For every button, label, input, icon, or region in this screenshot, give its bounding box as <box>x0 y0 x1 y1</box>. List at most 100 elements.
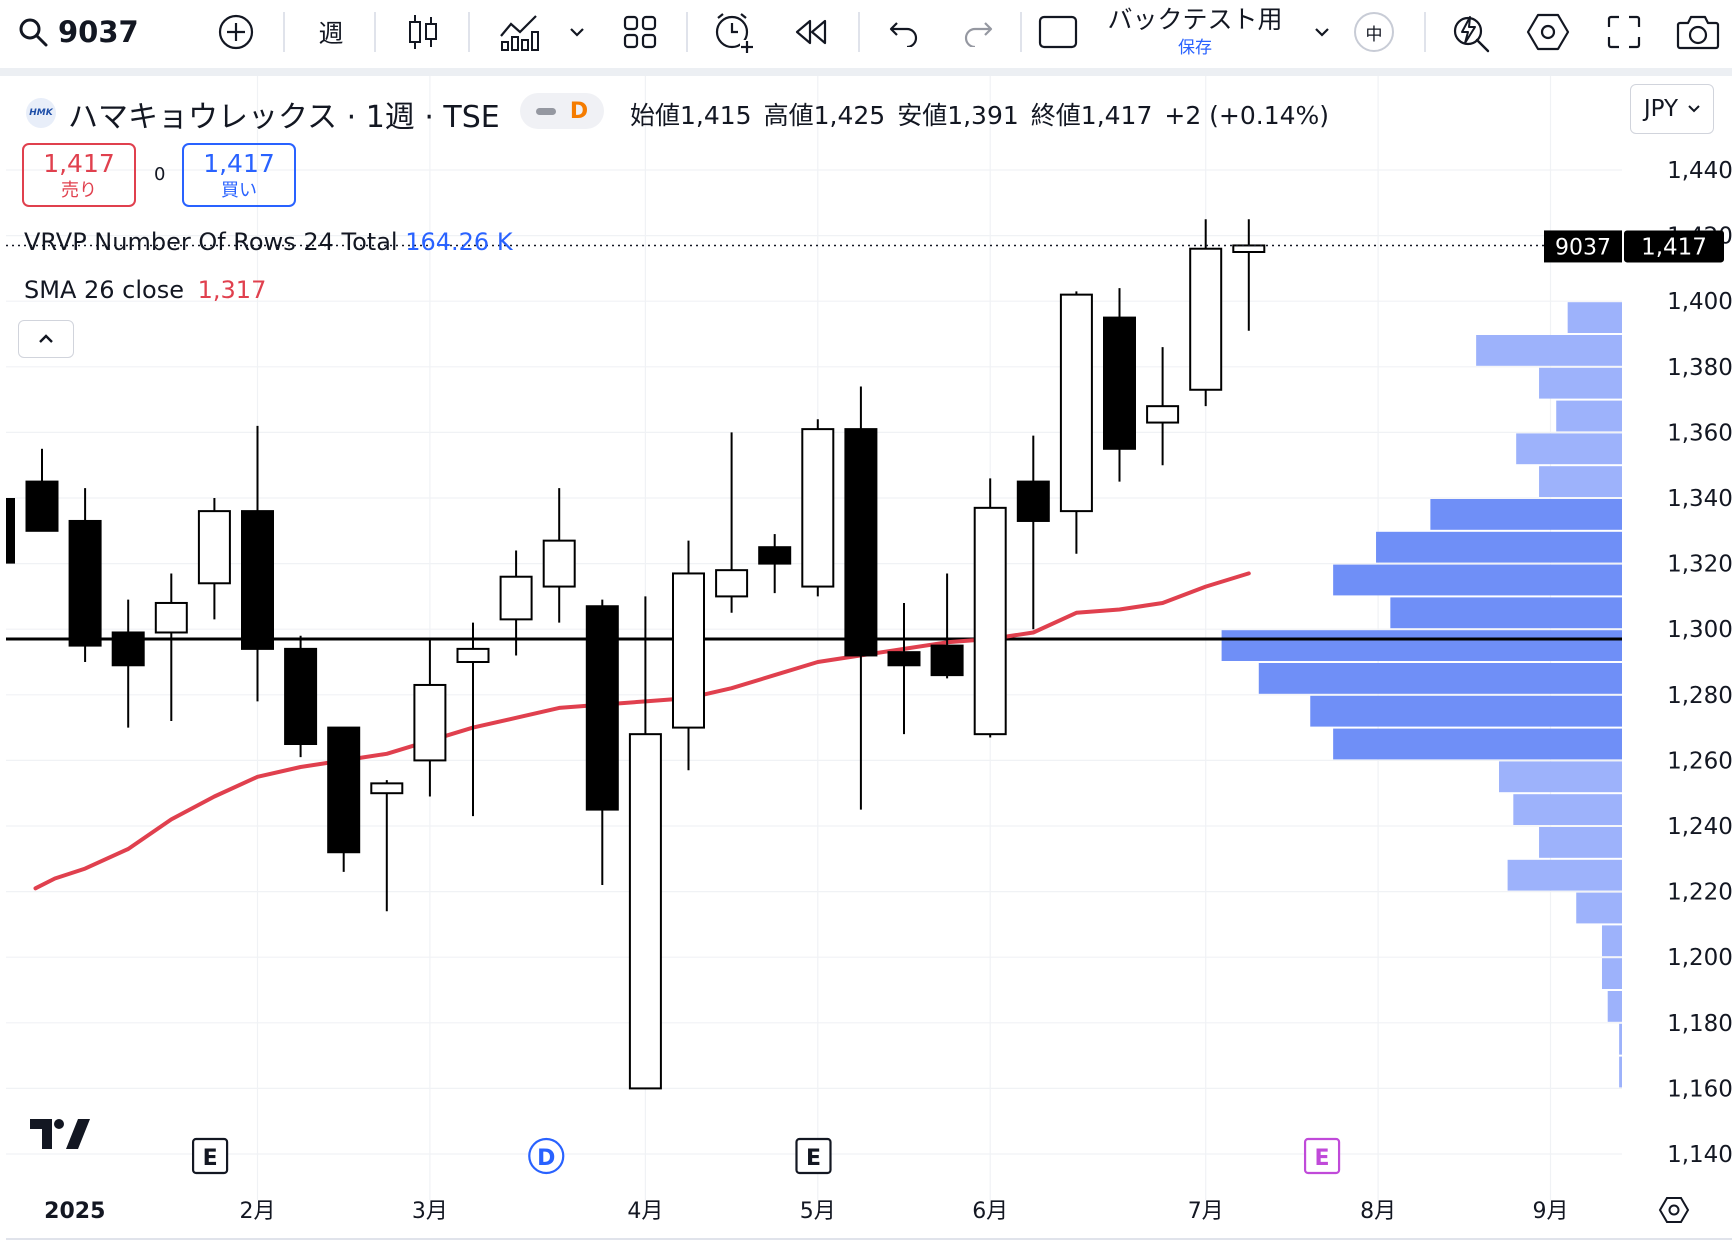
volume-profile-row <box>1258 663 1622 694</box>
symbol-logo-text: HMK <box>29 108 53 118</box>
symbol-logo: HMK <box>26 98 56 128</box>
delay-badge-label: D <box>569 98 589 124</box>
quick-search-button[interactable] <box>1448 0 1494 64</box>
time-tick-label: 6月 <box>972 1199 1008 1224</box>
candle <box>284 635 318 758</box>
price-tick-label: 1,180 <box>1667 1011 1732 1037</box>
candle <box>542 488 576 623</box>
price-axis[interactable]: 1,4401,4201,4001,3801,3601,3401,3201,300… <box>1667 158 1732 1168</box>
time-axis[interactable]: 2025 2月 3月 4月 5月 6月 7月 8月 9月 <box>6 1197 1732 1240</box>
layout-save-status: 保存 <box>1178 37 1212 58</box>
candle-body <box>370 782 404 795</box>
buy-button[interactable]: 1,417 買い <box>182 143 296 207</box>
volume-profile-row <box>1556 400 1622 432</box>
volume-profile-row <box>1539 827 1622 858</box>
high-value: 1,425 <box>813 101 886 130</box>
candle-body <box>25 480 59 532</box>
layout-select-button[interactable] <box>1036 0 1080 64</box>
candle-body <box>1059 293 1093 513</box>
event-marker-label: E <box>203 1146 218 1171</box>
candle-body <box>801 428 835 588</box>
candle-body <box>197 510 231 585</box>
chevron-down-icon <box>1688 105 1700 113</box>
candle <box>413 639 447 797</box>
time-tick-label: 2025 <box>44 1199 105 1224</box>
candle <box>1016 435 1050 630</box>
candle <box>111 599 145 728</box>
tradingview-logo[interactable] <box>28 1116 92 1156</box>
currency-button[interactable]: JPY <box>1630 84 1714 134</box>
toolbar-border <box>0 68 1732 76</box>
symbol-title[interactable]: ハマキョウレックス · 1週 · TSE <box>68 100 500 135</box>
price-tick-label: 1,320 <box>1667 552 1732 578</box>
event-marker-earnings[interactable]: E <box>795 1137 832 1175</box>
volume-profile-row <box>1476 335 1622 366</box>
undo-icon <box>889 22 918 47</box>
high-label: 高値 <box>763 101 814 130</box>
templates-button[interactable] <box>620 0 660 64</box>
event-marker-upcoming_earnings[interactable]: E <box>1303 1137 1341 1175</box>
delay-badge[interactable]: D <box>520 93 604 129</box>
time-axis-settings-icon[interactable] <box>1658 1197 1690 1223</box>
undo-button[interactable] <box>882 0 926 64</box>
event-marker-earnings[interactable]: E <box>191 1137 229 1175</box>
replay-button[interactable] <box>788 0 834 64</box>
chart-type-button[interactable] <box>400 0 446 64</box>
language-button[interactable]: 中 <box>1350 0 1398 64</box>
snapshot-button[interactable] <box>1674 0 1722 64</box>
volume-profile-row <box>1619 1056 1622 1088</box>
collapse-legend-button[interactable] <box>18 320 74 358</box>
chart-canvas[interactable]: 1,4401,4201,4001,3801,3601,3401,3201,300… <box>6 76 1732 1244</box>
earnings-square <box>795 1137 832 1175</box>
layout-name-button[interactable]: バックテスト用 保存 <box>1100 0 1290 64</box>
toolbar-divider <box>858 12 860 52</box>
sell-button[interactable]: 1,417 売り <box>22 143 136 207</box>
compare-symbol-button[interactable] <box>210 0 262 64</box>
sma-legend-label: SMA 26 close <box>24 276 184 304</box>
layout-dropdown-button[interactable] <box>1308 0 1336 64</box>
candle <box>585 599 619 886</box>
volume-profile <box>1221 302 1622 1088</box>
event-marker-label: E <box>806 1146 821 1171</box>
price-tick-label: 1,280 <box>1667 683 1732 709</box>
candle <box>1103 288 1136 482</box>
redo-button[interactable] <box>956 0 1000 64</box>
symbol-search-button[interactable]: 9037 <box>18 0 148 64</box>
candle-body <box>1016 480 1050 522</box>
candle-body <box>327 726 361 854</box>
fullscreen-button[interactable] <box>1602 0 1646 64</box>
indicators-button[interactable] <box>494 0 544 64</box>
toolbar-divider <box>283 12 285 52</box>
vrvp-legend[interactable]: VRVP Number Of Rows 24 Total 164.26 K <box>24 228 513 256</box>
candle-body <box>1189 247 1223 391</box>
earnings-square <box>191 1137 229 1175</box>
sma-legend[interactable]: SMA 26 close 1,317 <box>24 276 266 304</box>
interval-button[interactable]: 週 <box>306 0 356 64</box>
volume-profile-row <box>1601 958 1622 989</box>
candle-body <box>930 644 964 677</box>
indicators-dropdown-button[interactable] <box>562 0 592 64</box>
tradingview-logo-icon <box>30 1119 90 1149</box>
volume-profile-row <box>1507 859 1622 891</box>
price-tick-label: 1,220 <box>1667 880 1732 906</box>
candle <box>327 726 361 872</box>
price-tick-label: 1,160 <box>1667 1076 1732 1102</box>
volume-profile-row <box>1607 991 1622 1022</box>
toolbar-divider <box>686 12 688 52</box>
volume-profile-row <box>1376 531 1622 563</box>
symbol-text: 9037 <box>58 15 139 49</box>
candle-body <box>499 575 533 621</box>
candle <box>154 573 188 722</box>
event-marker-dividend[interactable]: D <box>528 1137 565 1175</box>
vrvp-legend-label: VRVP Number Of Rows 24 Total <box>24 228 398 256</box>
currency-label: JPY <box>1643 96 1679 122</box>
alert-button[interactable] <box>710 0 758 64</box>
settings-button[interactable] <box>1524 0 1572 64</box>
price-tick-label: 1,400 <box>1667 289 1732 315</box>
toolbar-divider <box>1020 12 1022 52</box>
chart-pane[interactable]: 1,4401,4201,4001,3801,3601,3401,3201,300… <box>6 76 1732 1244</box>
plus-circle-icon <box>218 14 254 50</box>
candle-body <box>758 546 792 565</box>
chevron-down-icon <box>1315 28 1329 37</box>
chevron-up-icon <box>39 334 53 343</box>
